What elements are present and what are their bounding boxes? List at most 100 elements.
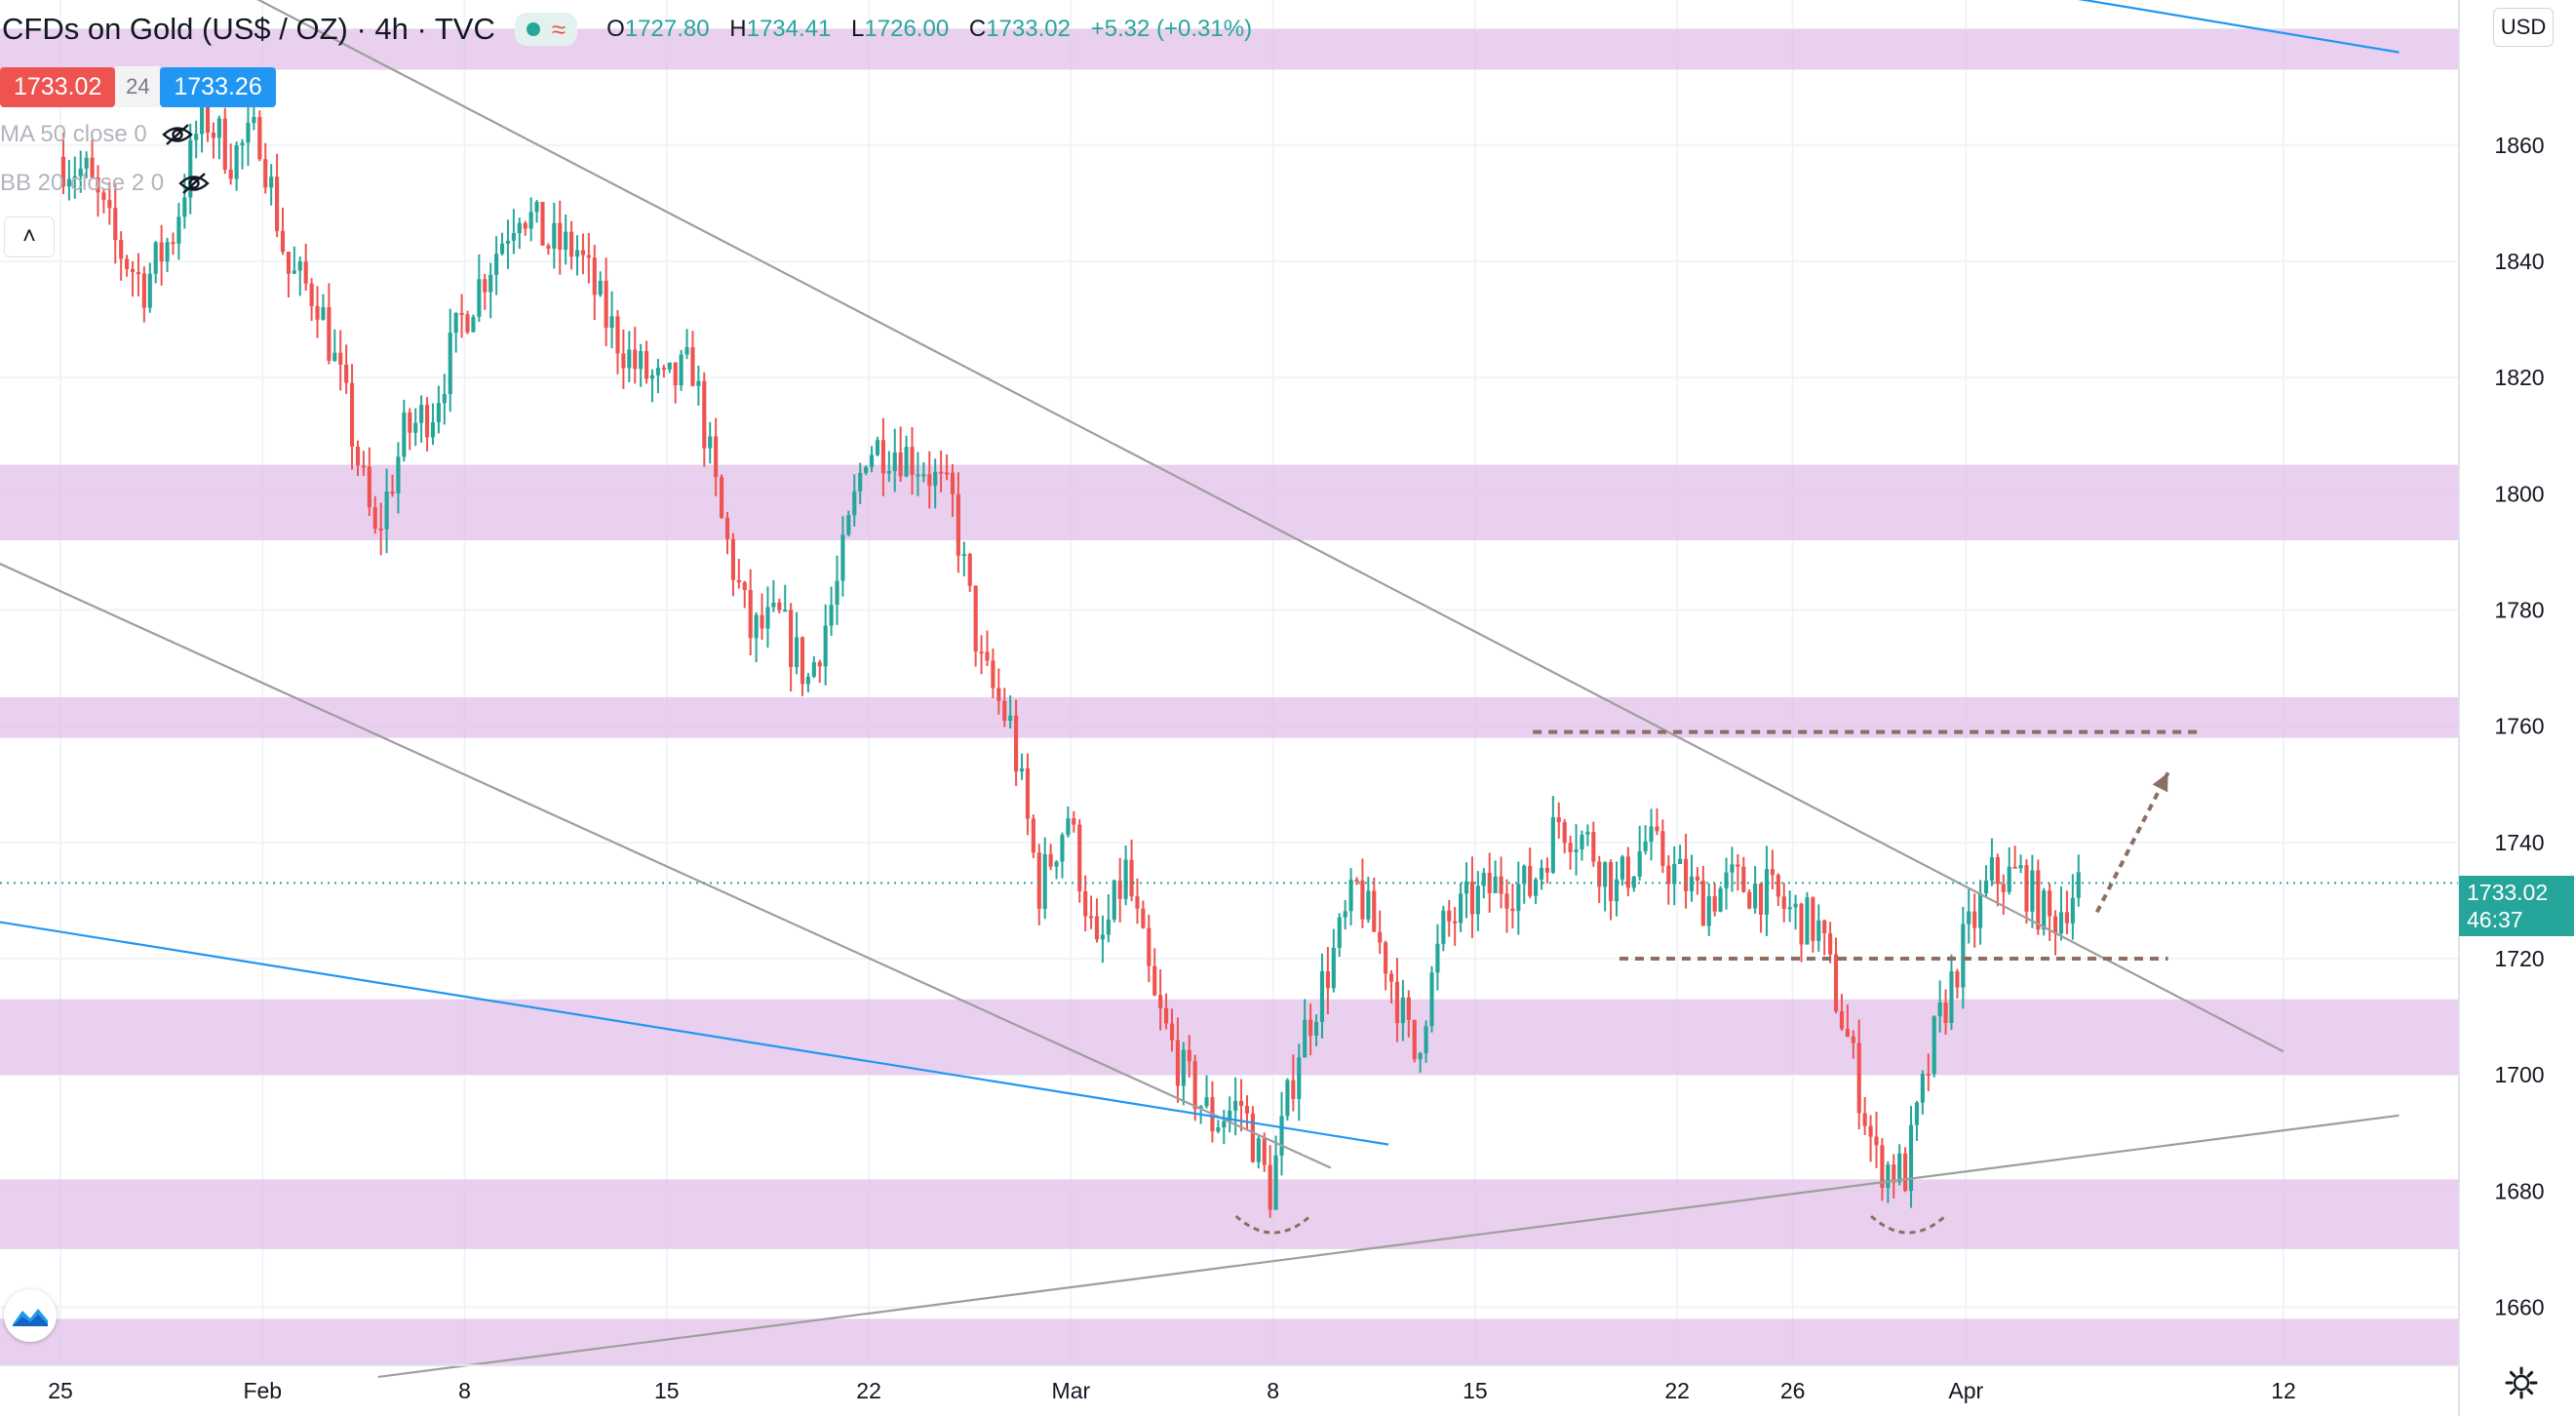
candle-body [1522,865,1527,885]
candle-body [494,254,499,275]
candle-body [384,492,389,530]
candle-body [748,589,753,639]
candle-body [564,231,568,250]
candle-body [130,268,136,273]
trendline [0,921,1389,1146]
candle-body [1279,1116,1284,1156]
candle-body [517,222,522,234]
candle-body [141,273,146,308]
indicator-label: MA 50 close 0 [0,121,147,147]
candle-body [979,651,984,654]
candle-body [1805,897,1810,945]
candle-body [1620,856,1624,880]
candle-body [1625,856,1630,888]
candle-body [933,471,938,487]
candle-body [1308,1019,1313,1037]
candle-body [574,250,580,257]
candle-body [569,231,574,257]
candle-body [702,380,707,449]
candle-body [730,538,735,580]
eye-off-icon[interactable] [161,122,194,147]
bar-countdown: 46:37 [2467,907,2523,932]
candle-body [1394,981,1400,1024]
candle-body [1603,862,1608,887]
symbol-title[interactable]: CFDs on Gold (US$ / OZ) · 4h · TVC [2,12,495,46]
candle-body [777,602,782,610]
candle-body [1325,970,1330,989]
candle-body [996,688,1001,701]
sell-price-button[interactable]: 1733.02 [0,66,116,107]
candle-body [1002,700,1007,721]
candle-body [349,382,355,447]
tradingview-logo[interactable] [4,1289,57,1342]
candle-body [1164,1007,1169,1024]
candle-body [84,157,89,169]
candle-body [1534,879,1539,896]
gear-icon[interactable] [2504,1365,2539,1400]
candle-body [1978,893,1983,928]
candle-body [1903,1153,1908,1192]
eye-off-icon[interactable] [177,171,211,196]
candle-body [1816,920,1821,941]
candle-body [78,168,83,177]
candle-body [852,491,857,516]
candle-body [413,422,418,433]
candle-body [303,261,308,284]
candle-body [720,477,724,518]
candle-body [1730,864,1735,873]
ohlc-values: O1727.80 H1734.41 L1726.00 C1733.02 +5.3… [606,16,1266,43]
market-status-badge[interactable]: ≈ [514,13,578,46]
candle-body [1758,884,1764,915]
candle-body [1724,872,1729,889]
candle-body [2030,870,2035,912]
time-tick-label: 12 [2271,1378,2296,1403]
tradingview-logo-icon [13,1309,48,1326]
candle-body [511,233,516,241]
candle-body [1048,853,1053,867]
candle-body [1066,818,1071,836]
time-axis[interactable]: 25 Feb 8 15 22 Mar 8 15 22 26 Apr 12 [0,1364,2459,1403]
candle-body [811,661,816,677]
buy-price-button[interactable]: 1733.26 [160,66,276,107]
candle-body [390,492,395,494]
candle-body [967,554,972,586]
candle-body [1556,817,1561,823]
zone [0,1179,2459,1249]
candle-body [1591,832,1596,862]
candle-body [1926,1074,1931,1077]
candle-body [1141,908,1146,928]
indicator-bb[interactable]: BB 20 close 2 0 [0,170,211,197]
candle-body [673,362,678,386]
candle-body [1706,896,1711,926]
indicator-ma[interactable]: MA 50 close 0 [0,121,194,148]
candle-body [1781,896,1786,909]
candles [60,71,2081,1218]
candle-body [875,440,880,455]
candle-body [1995,857,2000,885]
legend-header: CFDs on Gold (US$ / OZ) · 4h · TVC ≈ O17… [0,8,1266,51]
candle-body [280,230,286,253]
candle-body [1776,875,1780,897]
price-axis[interactable]: 1660 1680 1700 1720 1740 1760 1780 1800 1820 1840… [2458,0,2576,1416]
candle-body [950,472,956,494]
drawings [0,0,2459,1379]
candle-body [2048,890,2052,917]
support-resistance-zones [0,28,2459,1365]
candle-body [297,261,302,271]
candle-body [90,157,95,177]
time-tick-label: 25 [48,1378,73,1403]
candle-body [1152,965,1157,996]
price-tick-label: 1660 [2494,1294,2544,1319]
candle-body [1747,891,1752,909]
candle-body [332,352,337,362]
candle-body [396,456,401,493]
candle-body [1983,881,1989,894]
collapse-legend-button[interactable]: ˄ [4,216,55,257]
candle-body [1117,880,1122,899]
currency-button[interactable]: USD [2493,8,2554,47]
price-tick-label: 1760 [2494,714,2544,739]
candle-body [107,200,112,209]
candle-body [1475,885,1480,915]
candle-body [1499,876,1503,894]
